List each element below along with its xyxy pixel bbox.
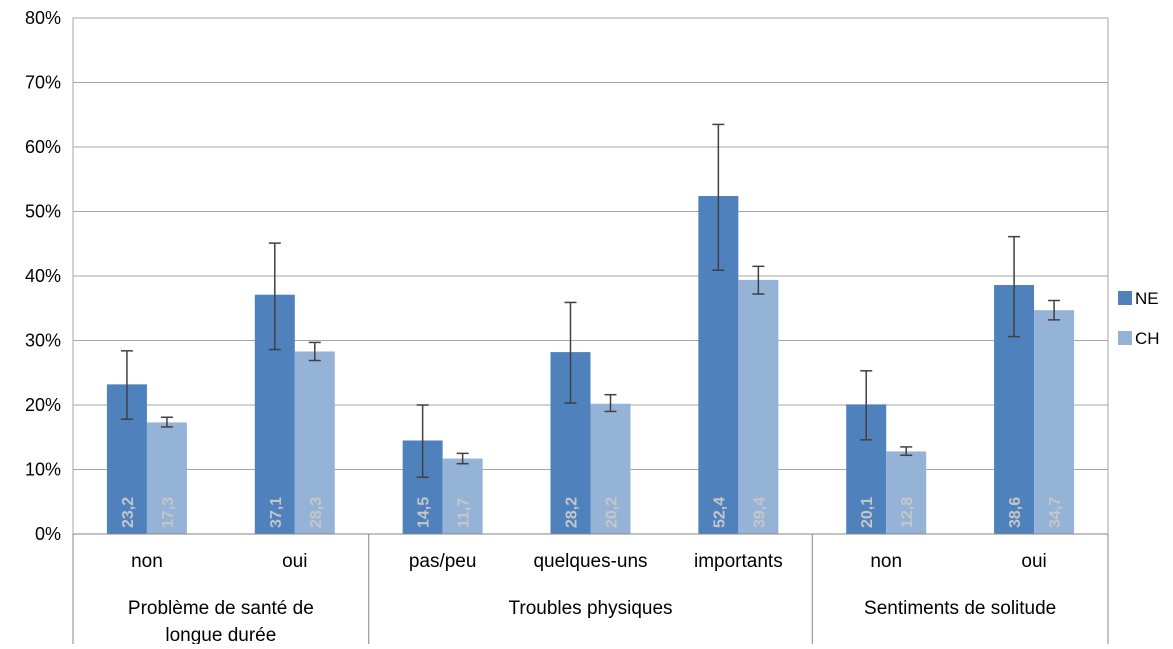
y-tick-label: 70% (25, 73, 61, 93)
y-tick-label: 30% (25, 331, 61, 351)
y-tick-label: 10% (25, 460, 61, 480)
data-label-ch: 11,7 (456, 498, 473, 528)
bar-ch (294, 351, 335, 534)
x-category-label: non (870, 551, 902, 572)
y-axis-tick-labels: 0% 10% 20% 30% 40% 50% 60% 70% 80% (25, 8, 61, 544)
data-label-ne: 28,2 (564, 497, 581, 528)
x-category-label: importants (694, 551, 783, 572)
x-category-label: pas/peu (409, 551, 477, 572)
legend: NE CH (1118, 289, 1160, 348)
data-label-ne: 20,1 (859, 497, 876, 528)
x-category-label: non (131, 551, 163, 572)
data-label-ne: 14,5 (416, 497, 433, 528)
bar-ch (738, 279, 779, 534)
data-label-ne: 37,1 (268, 497, 285, 528)
bar-ch (442, 458, 483, 534)
data-label-ch: 34,7 (1047, 497, 1064, 528)
y-tick-label: 80% (25, 8, 61, 28)
data-label-ch: 12,8 (899, 497, 916, 528)
legend-swatch-ne (1118, 291, 1132, 305)
bar-ch (886, 451, 927, 534)
data-label-ch: 17,3 (160, 497, 177, 528)
x-group-label: Troubles physiques (508, 598, 672, 619)
y-tick-label: 60% (25, 137, 61, 157)
bars (106, 196, 1075, 534)
x-category-label: oui (282, 551, 307, 572)
error-bars (120, 123, 1061, 478)
data-label-ch: 28,3 (308, 497, 325, 528)
data-label-ne: 52,4 (711, 497, 728, 528)
legend-swatch-ch (1118, 331, 1132, 345)
x-category-label: quelques-uns (533, 551, 647, 572)
x-category-label: oui (1021, 551, 1046, 572)
y-tick-label: 0% (35, 524, 61, 544)
data-label-ne: 38,6 (1007, 497, 1024, 528)
x-axis-group-labels: Problème de santé de longue durée Troubles… (128, 598, 1056, 646)
data-label-ch: 39,4 (751, 497, 768, 528)
bar-ch (590, 403, 631, 534)
y-tick-label: 50% (25, 202, 61, 222)
data-label-ch: 20,2 (604, 497, 621, 528)
data-labels: 23,2 37,1 14,5 28,2 52,4 20,1 38,6 17,3 28,3 11,7… (120, 497, 1064, 528)
data-label-ne: 23,2 (120, 497, 137, 528)
x-group-label: Sentiments de solitude (864, 598, 1056, 619)
x-axis-category-labels: non oui pas/peu quelques-uns importants non ou… (131, 551, 1047, 572)
bar-ch (1034, 310, 1075, 534)
legend-label-ch: CH (1135, 329, 1160, 348)
x-group-label: longue durée (165, 625, 276, 644)
y-tick-label: 40% (25, 266, 61, 286)
bar-ch (146, 422, 187, 534)
x-group-label: Problème de santé de (128, 598, 314, 619)
legend-label-ne: NE (1135, 289, 1159, 308)
y-tick-label: 20% (25, 395, 61, 415)
x-axis (72, 533, 1109, 644)
